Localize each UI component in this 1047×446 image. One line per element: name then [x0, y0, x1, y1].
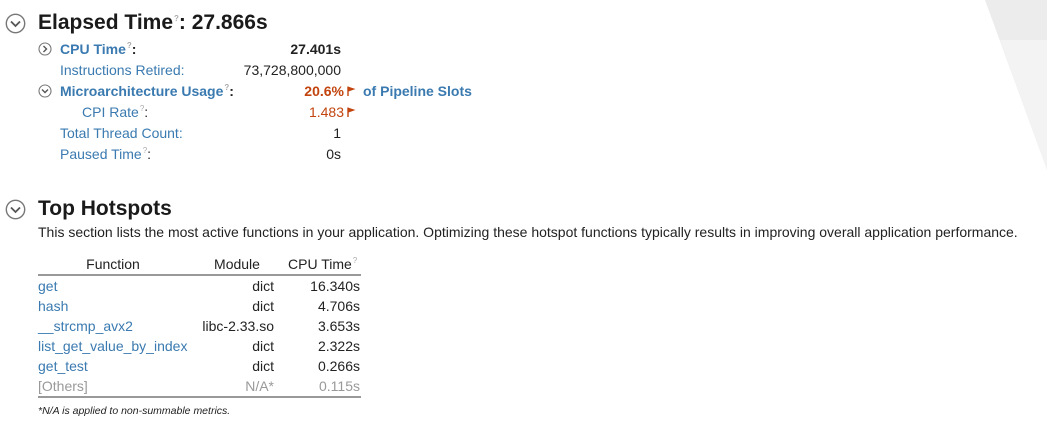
collapse-elapsed-icon[interactable] — [5, 13, 26, 34]
cpu-time-value: 27.401s — [290, 41, 341, 57]
pipeline-slots-label: of Pipeline Slots — [363, 83, 472, 99]
module-cell: dict — [252, 358, 274, 374]
module-cell: dict — [252, 338, 274, 354]
warning-flag-icon — [347, 107, 356, 117]
module-cell: dict — [252, 278, 274, 294]
module-cell: dict — [252, 298, 274, 314]
cpi-rate-label: CPI Rate?: — [82, 104, 149, 120]
help-icon[interactable]: ? — [139, 104, 145, 114]
function-link[interactable]: get_test — [38, 358, 88, 374]
microarchitecture-usage-label[interactable]: Microarchitecture Usage?: — [60, 83, 234, 99]
cpi-rate-value: 1.483 — [308, 104, 344, 120]
function-link[interactable]: list_get_value_by_index — [38, 338, 188, 354]
instructions-retired-value: 73,728,800,000 — [243, 62, 341, 78]
function-link[interactable]: hash — [38, 298, 69, 314]
others-cell: [Others] — [38, 378, 88, 394]
table-footer-divider — [38, 396, 361, 398]
top-hotspots-title: Top Hotspots — [38, 197, 172, 220]
elapsed-time-heading: Elapsed Time?: 27.866s — [38, 11, 268, 35]
help-icon[interactable]: ? — [126, 41, 132, 51]
cpu-time-cell: 16.340s — [310, 278, 360, 294]
paused-time-value: 0s — [326, 146, 341, 162]
paused-time-label: Paused Time?: — [60, 146, 152, 162]
column-header-cpu-time[interactable]: CPU Time? — [288, 256, 358, 272]
cpu-time-cell: 0.115s — [319, 378, 360, 394]
help-icon[interactable]: ? — [142, 146, 148, 156]
help-icon[interactable]: ? — [224, 83, 230, 93]
total-thread-count-label: Total Thread Count: — [60, 125, 183, 141]
help-icon[interactable]: ? — [352, 256, 358, 266]
collapse-hotspots-icon[interactable] — [5, 199, 26, 220]
elapsed-time-title: Elapsed Time — [38, 11, 174, 34]
total-thread-count-value: 1 — [333, 125, 341, 141]
collapse-microarchitecture-icon[interactable] — [38, 84, 52, 98]
warning-flag-icon — [347, 86, 356, 96]
cpu-time-label[interactable]: CPU Time?: — [60, 41, 137, 57]
function-link[interactable]: __strcmp_avx2 — [38, 318, 133, 334]
expand-cpu-time-icon[interactable] — [38, 42, 52, 56]
help-icon[interactable]: ? — [174, 14, 179, 23]
instructions-retired-label: Instructions Retired: — [60, 62, 185, 78]
hotspots-description: This section lists the most active funct… — [38, 224, 1018, 240]
function-link[interactable]: get — [38, 278, 58, 294]
cpu-time-cell: 4.706s — [317, 298, 360, 314]
cpu-time-cell: 2.322s — [317, 338, 360, 354]
column-header-function[interactable]: Function — [86, 256, 140, 272]
elapsed-time-value: : 27.866s — [178, 11, 268, 34]
table-header-divider — [38, 274, 361, 276]
microarchitecture-usage-value: 20.6% — [304, 83, 344, 99]
module-cell: N/A* — [245, 378, 274, 394]
cpu-time-cell: 3.653s — [317, 318, 360, 334]
column-header-module[interactable]: Module — [214, 256, 260, 272]
module-cell: libc-2.33.so — [202, 318, 274, 334]
footnote: *N/A is applied to non-summable metrics. — [38, 405, 231, 417]
cpu-time-cell: 0.266s — [317, 358, 360, 374]
